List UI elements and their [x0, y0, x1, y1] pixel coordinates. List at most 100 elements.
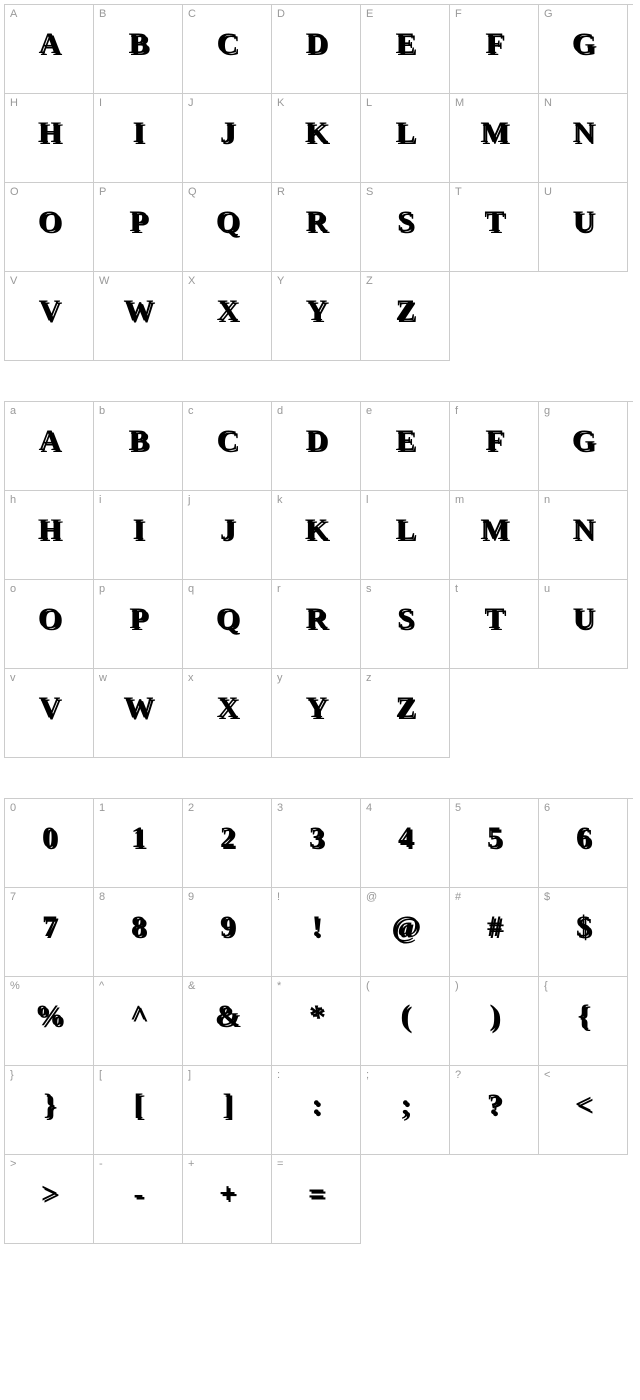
charmap-cell[interactable]: II: [94, 94, 183, 183]
charmap-cell[interactable]: dD: [272, 402, 361, 491]
cell-label: k: [277, 494, 283, 506]
charmap-cell[interactable]: 99: [183, 888, 272, 977]
charmap-cell[interactable]: ##: [450, 888, 539, 977]
charmap-cell[interactable]: --: [94, 1155, 183, 1244]
cell-glyph: Z: [395, 294, 414, 328]
charmap-cell[interactable]: lL: [361, 491, 450, 580]
charmap-cell[interactable]: 77: [5, 888, 94, 977]
charmap-cell[interactable]: zZ: [361, 669, 450, 758]
charmap-cell[interactable]: 66: [539, 799, 628, 888]
charmap-cell[interactable]: DD: [272, 5, 361, 94]
charmap-cell[interactable]: ((: [361, 977, 450, 1066]
charmap-cell[interactable]: ;;: [361, 1066, 450, 1155]
charmap-cell[interactable]: 00: [5, 799, 94, 888]
charmap-cell[interactable]: <<: [539, 1066, 628, 1155]
charmap-cell[interactable]: aA: [5, 402, 94, 491]
charmap-cell[interactable]: uU: [539, 580, 628, 669]
charmap-cell[interactable]: PP: [94, 183, 183, 272]
charmap-cell[interactable]: 88: [94, 888, 183, 977]
charmap-cell[interactable]: ++: [183, 1155, 272, 1244]
charmap-cell[interactable]: cC: [183, 402, 272, 491]
charmap-cell[interactable]: }}: [5, 1066, 94, 1155]
charmap-cell[interactable]: 33: [272, 799, 361, 888]
charmap-cell[interactable]: ::: [272, 1066, 361, 1155]
charmap-cell[interactable]: TT: [450, 183, 539, 272]
cell-label: I: [99, 97, 102, 109]
cell-label: ): [455, 980, 459, 992]
charmap-cell[interactable]: hH: [5, 491, 94, 580]
charmap-cell[interactable]: AA: [5, 5, 94, 94]
charmap-cell[interactable]: UU: [539, 183, 628, 272]
cell-glyph: C: [217, 424, 238, 458]
cell-label: s: [366, 583, 372, 595]
charmap-cell[interactable]: pP: [94, 580, 183, 669]
charmap-cell[interactable]: @@: [361, 888, 450, 977]
charmap-cell[interactable]: !!: [272, 888, 361, 977]
cell-label: v: [10, 672, 16, 684]
charmap-cell-empty: [450, 669, 539, 758]
charmap-cell[interactable]: tT: [450, 580, 539, 669]
charmap-cell[interactable]: RR: [272, 183, 361, 272]
charmap-cell[interactable]: LL: [361, 94, 450, 183]
charmap-cell[interactable]: HH: [5, 94, 94, 183]
cell-label: ;: [366, 1069, 369, 1081]
charmap-cell[interactable]: sS: [361, 580, 450, 669]
charmap-cell[interactable]: FF: [450, 5, 539, 94]
charmap-cell[interactable]: QQ: [183, 183, 272, 272]
charmap-cell[interactable]: XX: [183, 272, 272, 361]
charmap-cell[interactable]: 55: [450, 799, 539, 888]
charmap-cell[interactable]: GG: [539, 5, 628, 94]
charmap-cell[interactable]: 11: [94, 799, 183, 888]
charmap-cell[interactable]: OO: [5, 183, 94, 272]
charmap-cell[interactable]: ZZ: [361, 272, 450, 361]
charmap-cell[interactable]: ??: [450, 1066, 539, 1155]
charmap-cell[interactable]: jJ: [183, 491, 272, 580]
charmap-cell[interactable]: NN: [539, 94, 628, 183]
charmap-cell[interactable]: VV: [5, 272, 94, 361]
charmap-cell[interactable]: mM: [450, 491, 539, 580]
charmap-cell[interactable]: **: [272, 977, 361, 1066]
charmap-cell[interactable]: SS: [361, 183, 450, 272]
charmap-cell[interactable]: rR: [272, 580, 361, 669]
charmap-cell[interactable]: CC: [183, 5, 272, 94]
charmap-cell[interactable]: nN: [539, 491, 628, 580]
charmap-cell[interactable]: wW: [94, 669, 183, 758]
cell-label: ^: [99, 980, 104, 992]
charmap-cell[interactable]: [[: [94, 1066, 183, 1155]
charmap-cell[interactable]: eE: [361, 402, 450, 491]
charmap-cell[interactable]: 44: [361, 799, 450, 888]
charmap-cell[interactable]: bB: [94, 402, 183, 491]
charmap-cell[interactable]: $$: [539, 888, 628, 977]
charmap-cell[interactable]: 22: [183, 799, 272, 888]
charmap-cell[interactable]: fF: [450, 402, 539, 491]
charmap-cell[interactable]: kK: [272, 491, 361, 580]
cell-label: e: [366, 405, 372, 417]
charmap-cell[interactable]: KK: [272, 94, 361, 183]
charmap-cell[interactable]: WW: [94, 272, 183, 361]
charmap-cell[interactable]: vV: [5, 669, 94, 758]
charmap-cell[interactable]: EE: [361, 5, 450, 94]
cell-glyph: S: [397, 602, 413, 636]
charmap-cell[interactable]: yY: [272, 669, 361, 758]
charmap-cell[interactable]: YY: [272, 272, 361, 361]
charmap-cell[interactable]: %%: [5, 977, 94, 1066]
cell-label: p: [99, 583, 105, 595]
charmap-cell[interactable]: {{: [539, 977, 628, 1066]
charmap-cell[interactable]: ^^: [94, 977, 183, 1066]
charmap-cell[interactable]: xX: [183, 669, 272, 758]
charmap-cell[interactable]: oO: [5, 580, 94, 669]
charmap-cell[interactable]: )): [450, 977, 539, 1066]
charmap-cell[interactable]: JJ: [183, 94, 272, 183]
charmap-cell[interactable]: BB: [94, 5, 183, 94]
charmap-cell[interactable]: MM: [450, 94, 539, 183]
charmap-cell[interactable]: ==: [272, 1155, 361, 1244]
charmap-cell[interactable]: ]]: [183, 1066, 272, 1155]
cell-glyph: ?: [487, 1088, 501, 1122]
cell-glyph: W: [124, 691, 153, 725]
charmap-cell[interactable]: gG: [539, 402, 628, 491]
charmap-cell[interactable]: >>: [5, 1155, 94, 1244]
charmap-cell[interactable]: iI: [94, 491, 183, 580]
charmap-cell[interactable]: qQ: [183, 580, 272, 669]
cell-glyph: B: [128, 424, 147, 458]
charmap-cell[interactable]: &&: [183, 977, 272, 1066]
